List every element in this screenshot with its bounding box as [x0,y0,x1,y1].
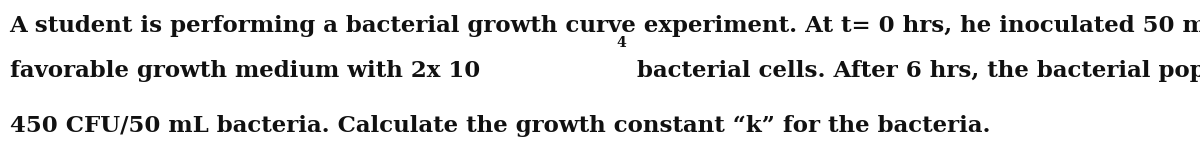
Text: bacterial cells. After 6 hrs, the bacterial population was around: bacterial cells. After 6 hrs, the bacter… [629,60,1200,83]
Text: A student is performing a bacterial growth curve experiment. At t= 0 hrs, he ino: A student is performing a bacterial grow… [10,15,1200,37]
Text: 450 CFU/50 mL bacteria. Calculate the growth constant “k” for the bacteria.: 450 CFU/50 mL bacteria. Calculate the gr… [10,115,990,137]
Text: favorable growth medium with 2x 10: favorable growth medium with 2x 10 [10,60,480,83]
Text: 4: 4 [617,36,626,50]
